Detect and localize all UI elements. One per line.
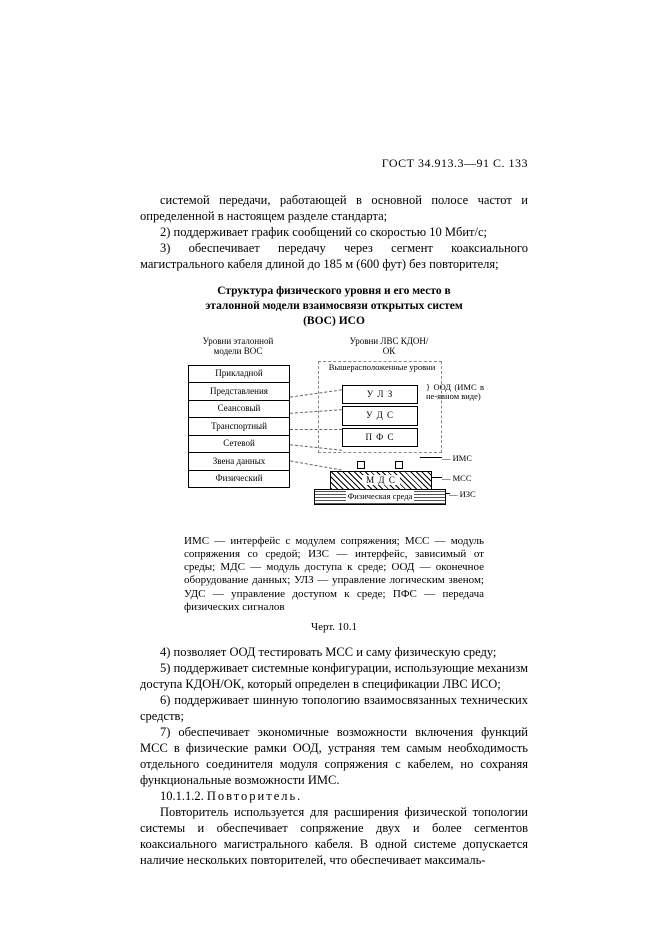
mds-label: М Д С xyxy=(362,475,400,485)
osi-row: Представления xyxy=(189,383,289,401)
lead-line xyxy=(446,493,450,494)
para-3: 3) обеспечивает передачу через сегмент к… xyxy=(140,240,528,272)
diagram-right-header: Уровни ЛВС КДОН/ОК xyxy=(344,337,434,357)
section-number: 10.1.1.2. xyxy=(160,789,207,803)
para-1: системой передачи, работающей в основной… xyxy=(140,192,528,224)
page-header: ГОСТ 34.913.3—91 С. 133 xyxy=(382,156,528,171)
mcc-label: — МСС xyxy=(442,473,472,484)
para-2: 2) поддерживает график сообщений со скор… xyxy=(140,224,528,240)
lead-line xyxy=(432,477,442,478)
diagram-left-header: Уровни эталонной модели ВОС xyxy=(188,337,288,357)
ims-label: — ИМС xyxy=(442,453,472,464)
figure-title-line1: Структура физического уровня и его место… xyxy=(140,284,528,299)
para-6: 6) поддерживает шинную топологию взаимос… xyxy=(140,692,528,724)
izs-label: — ИЗС xyxy=(449,489,476,500)
osi-row: Сетевой xyxy=(189,436,289,454)
connector-icon xyxy=(395,461,403,469)
ood-outer-box xyxy=(318,361,442,453)
lead-line xyxy=(420,457,442,458)
para-4: 4) позволяет ООД тестировать МСС и саму … xyxy=(140,644,528,660)
figure-title: Структура физического уровня и его место… xyxy=(140,284,528,329)
osi-row: Прикладной xyxy=(189,366,289,384)
para-8: 10.1.1.2. Повторитель. xyxy=(140,788,528,804)
figure-title-line3: (ВОС) ИСО xyxy=(140,314,528,329)
osi-stack: Прикладной Представления Сеансовый Транс… xyxy=(188,365,290,489)
figure-number: Черт. 10.1 xyxy=(140,620,528,634)
para-9: Повторитель используется для расширения … xyxy=(140,804,528,868)
osi-row: Транспортный xyxy=(189,418,289,436)
figure-title-line2: эталонной модели взаимосвязи открытых си… xyxy=(140,299,528,314)
connector-row xyxy=(342,461,418,469)
map-line xyxy=(290,460,341,470)
osi-row: Звена данных xyxy=(189,453,289,471)
section-title: Повторитель. xyxy=(207,789,302,803)
body-text-block: системой передачи, работающей в основной… xyxy=(140,192,528,868)
figure-diagram: Уровни эталонной модели ВОС Уровни ЛВС К… xyxy=(174,337,494,527)
osi-row: Физический xyxy=(189,471,289,488)
connector-icon xyxy=(357,461,365,469)
medium-label: Физическая среда xyxy=(346,491,415,502)
para-7: 7) обеспечивает экономичные возможности … xyxy=(140,724,528,788)
physical-medium-bar: Физическая среда xyxy=(314,489,446,505)
osi-row: Сеансовый xyxy=(189,401,289,419)
para-5: 5) поддерживает системные конфигурации, … xyxy=(140,660,528,692)
ood-label: } ООД (ИМС в не-явном виде) xyxy=(426,383,484,401)
lan-box-mds: М Д С xyxy=(330,471,432,491)
figure-legend: ИМС — интерфейс с модулем сопряжения; МС… xyxy=(184,535,484,614)
